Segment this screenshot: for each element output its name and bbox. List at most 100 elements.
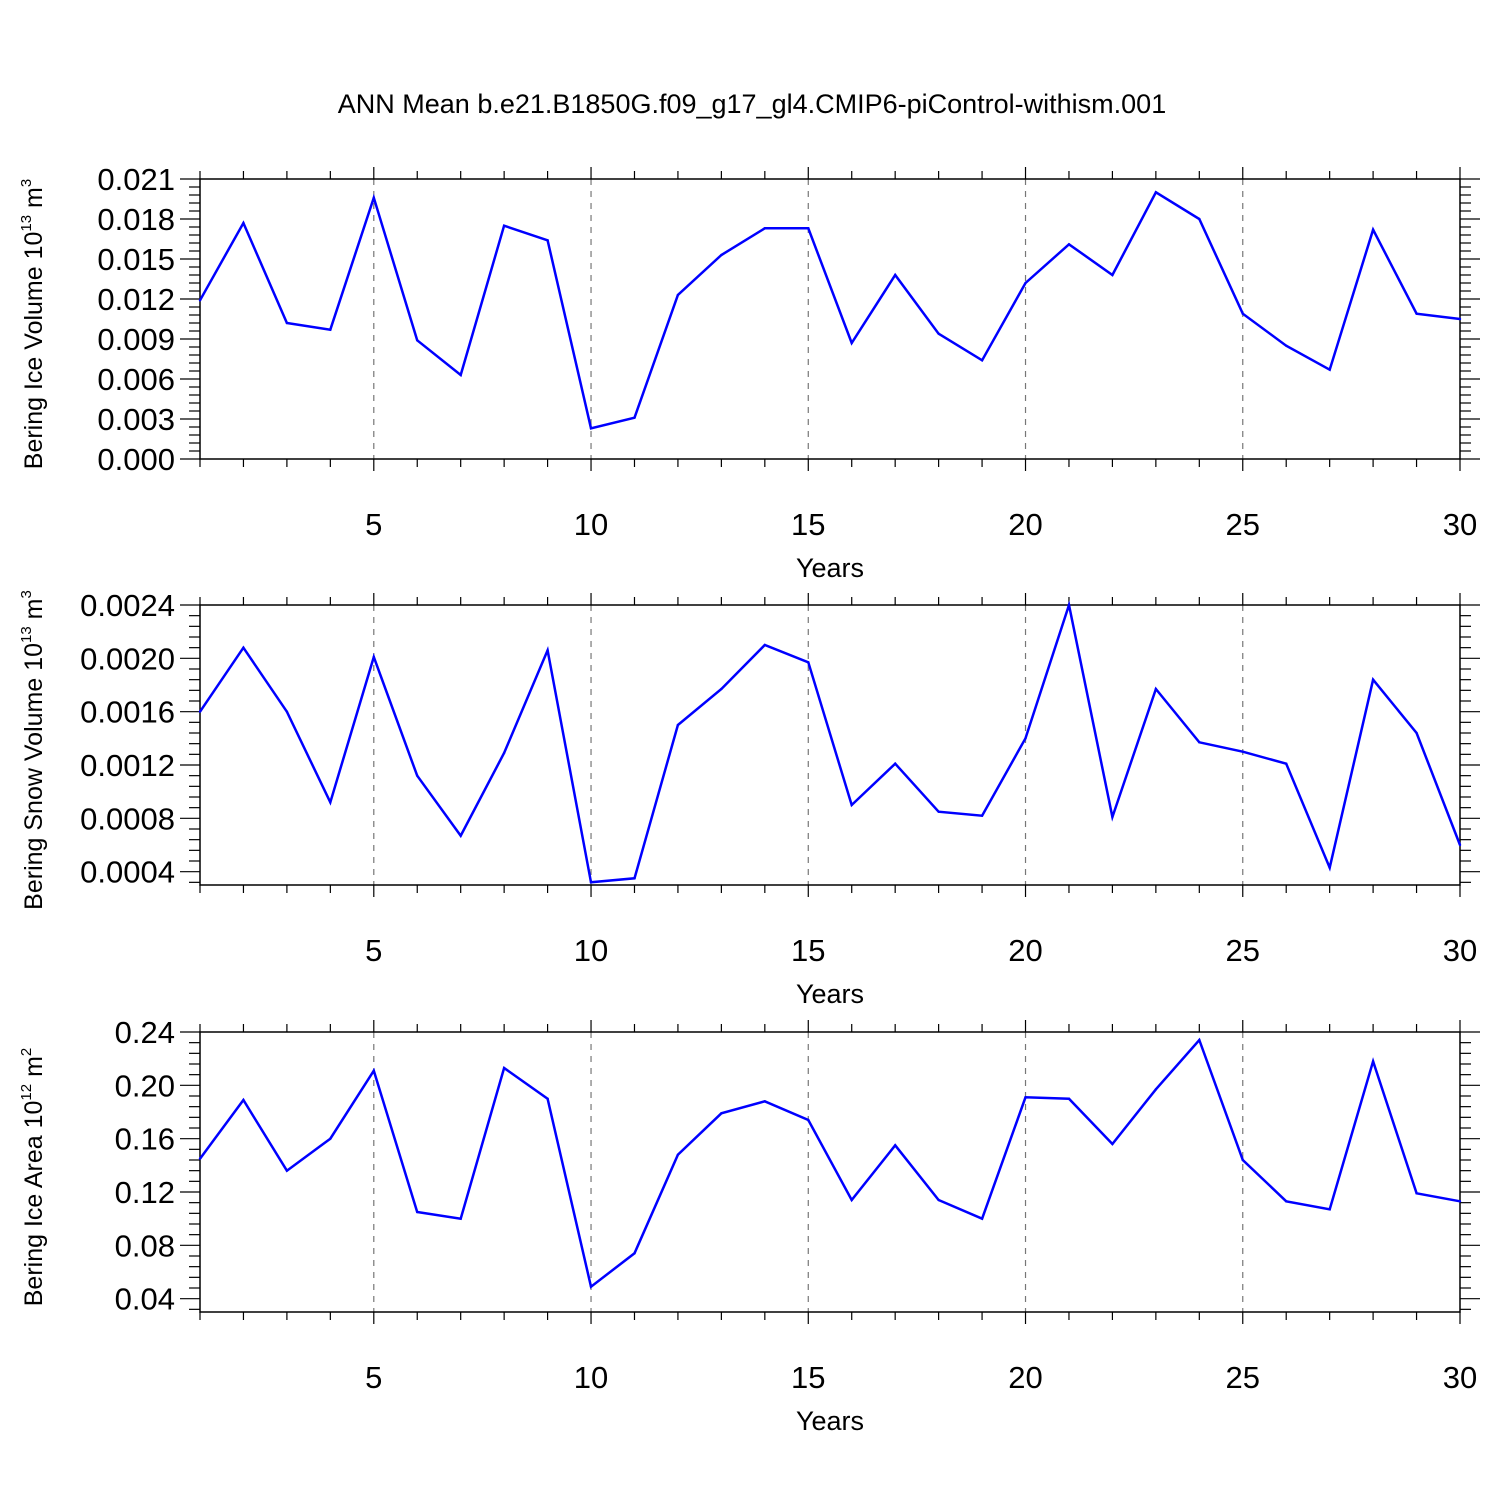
y-tick-label: 0.0012 (80, 748, 175, 783)
x-axis-label: Years (796, 979, 864, 1009)
data-point (851, 804, 853, 806)
data-point (1068, 604, 1070, 606)
data-point (242, 222, 244, 224)
x-tick-label: 10 (574, 1360, 608, 1395)
data-point (1415, 1192, 1417, 1194)
data-point (1285, 762, 1287, 764)
data-point (720, 1112, 722, 1114)
data-point (1285, 344, 1287, 346)
y-tick-label: 0.012 (97, 282, 175, 317)
data-point (373, 196, 375, 198)
data-point (807, 661, 809, 663)
panel-2: 0.0004 0.0008 0.0012 0.0016 0.0020 0.0024 5 10 1… (18, 588, 1480, 1009)
data-point (1328, 1208, 1330, 1210)
y-tick-label: 0.20 (115, 1068, 175, 1103)
data-point (416, 1211, 418, 1213)
data-point (981, 1217, 983, 1219)
y-tick-label: 0.04 (115, 1282, 175, 1317)
data-point (1024, 1096, 1026, 1098)
data-point (459, 1217, 461, 1219)
data-point (373, 656, 375, 658)
data-point (894, 274, 896, 276)
data-point (546, 649, 548, 651)
plot-frame (200, 1032, 1460, 1312)
y-tick-label: 0.08 (115, 1228, 175, 1263)
data-point (633, 1252, 635, 1254)
data-point (937, 332, 939, 334)
data-point (894, 1144, 896, 1146)
data-point (1198, 218, 1200, 220)
data-point (720, 254, 722, 256)
data-point (764, 1100, 766, 1102)
data-point (1155, 1088, 1157, 1090)
x-axis-label: Years (796, 1406, 864, 1436)
y-tick-label: 0.0008 (80, 801, 175, 836)
y-tick-label: 0.0016 (80, 695, 175, 730)
y-tick-label: 0.003 (97, 402, 175, 437)
data-point (286, 322, 288, 324)
data-point (851, 342, 853, 344)
data-point (720, 688, 722, 690)
x-tick-label: 30 (1443, 933, 1477, 968)
y-axis-label: Bering Ice Volume 1013 m3 (18, 179, 48, 469)
data-point (503, 752, 505, 754)
data-point (1285, 1200, 1287, 1202)
x-tick-label: 10 (574, 507, 608, 542)
data-point (1372, 1060, 1374, 1062)
series-line (200, 605, 1460, 882)
data-point (1459, 1200, 1461, 1202)
data-point (1328, 866, 1330, 868)
y-tick-label: 0.009 (97, 322, 175, 357)
x-axis-label: Years (796, 553, 864, 583)
data-point (1068, 1097, 1070, 1099)
y-tick-label: 0.006 (97, 362, 175, 397)
data-point (242, 646, 244, 648)
data-point (199, 299, 201, 301)
data-point (1415, 732, 1417, 734)
data-point (1372, 678, 1374, 680)
x-tick-label: 20 (1008, 1360, 1042, 1395)
data-point (677, 294, 679, 296)
plot-frame (200, 605, 1460, 885)
data-point (416, 774, 418, 776)
data-point (503, 1067, 505, 1069)
data-point (981, 814, 983, 816)
data-point (633, 416, 635, 418)
data-point (329, 328, 331, 330)
data-point (1198, 1039, 1200, 1041)
x-tick-label: 10 (574, 933, 608, 968)
data-point (851, 1199, 853, 1201)
y-tick-label: 0.021 (97, 162, 175, 197)
y-tick-label: 0.24 (115, 1015, 175, 1050)
plot-frame (200, 179, 1460, 459)
y-tick-label: 0.000 (97, 442, 175, 477)
y-tick-label: 0.0020 (80, 641, 175, 676)
data-point (1111, 816, 1113, 818)
data-point (242, 1099, 244, 1101)
data-point (1068, 243, 1070, 245)
chart-panels: 0.000 0.003 0.006 0.009 0.012 0.015 0.018 0.021… (18, 162, 1480, 1436)
data-point (764, 227, 766, 229)
x-tick-label: 30 (1443, 1360, 1477, 1395)
x-tick-label: 20 (1008, 933, 1042, 968)
x-tick-label: 15 (791, 1360, 825, 1395)
y-tick-label: 0.018 (97, 202, 175, 237)
chart-title: ANN Mean b.e21.B1850G.f09_g17_gl4.CMIP6-… (338, 89, 1166, 119)
data-point (677, 1153, 679, 1155)
data-point (329, 1137, 331, 1139)
data-point (1242, 1159, 1244, 1161)
data-point (677, 724, 679, 726)
data-point (1372, 228, 1374, 230)
data-point (1198, 741, 1200, 743)
data-point (590, 427, 592, 429)
data-point (459, 834, 461, 836)
x-tick-label: 5 (365, 507, 382, 542)
data-point (1155, 688, 1157, 690)
y-tick-label: 0.16 (115, 1122, 175, 1157)
data-point (1415, 312, 1417, 314)
data-point (459, 374, 461, 376)
data-point (981, 359, 983, 361)
data-point (1155, 191, 1157, 193)
data-point (1242, 750, 1244, 752)
